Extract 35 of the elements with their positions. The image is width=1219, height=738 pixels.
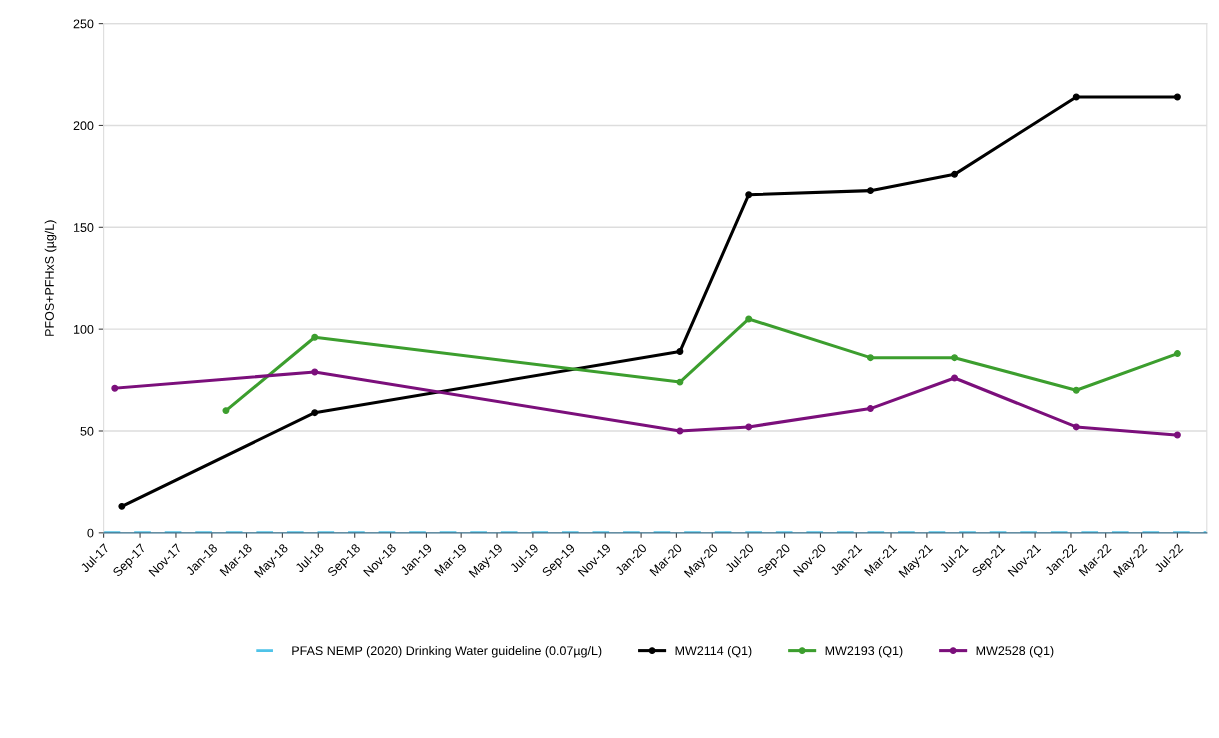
point <box>1173 431 1181 439</box>
y-tick-label: 250 <box>73 19 94 29</box>
point <box>951 374 959 382</box>
y-tick-label: 200 <box>73 121 94 131</box>
point <box>1173 350 1181 358</box>
point <box>866 405 874 413</box>
point <box>676 348 684 356</box>
y-axis-title: PFOS+PFHxS (µg/L) <box>44 220 57 336</box>
point <box>1072 93 1080 101</box>
point <box>222 407 230 415</box>
point <box>866 354 874 362</box>
point <box>311 409 319 417</box>
y-tick-label: 150 <box>73 223 94 232</box>
y-tick-label: 100 <box>73 324 94 334</box>
y-tick-label: 50 <box>80 426 94 436</box>
point <box>745 315 753 323</box>
point <box>1173 93 1181 101</box>
legend-label: PFAS NEMP (2020) Drinking Water guideline (0.07µg/L) <box>292 645 602 658</box>
point <box>111 384 119 392</box>
point <box>745 423 753 431</box>
legend-label: MW2193 (Q1) <box>825 645 903 658</box>
point <box>745 191 753 199</box>
point <box>676 427 684 435</box>
point <box>866 187 874 195</box>
y-tick-label: 0 <box>87 528 94 538</box>
point <box>1072 386 1080 394</box>
point <box>311 333 319 341</box>
point <box>1072 423 1080 431</box>
point <box>118 502 126 510</box>
point <box>311 368 319 376</box>
point <box>951 354 959 362</box>
legend-label: MW2114 (Q1) <box>675 645 752 658</box>
legend-label: MW2528 (Q1) <box>976 645 1054 658</box>
point <box>676 378 684 386</box>
point <box>951 170 959 178</box>
